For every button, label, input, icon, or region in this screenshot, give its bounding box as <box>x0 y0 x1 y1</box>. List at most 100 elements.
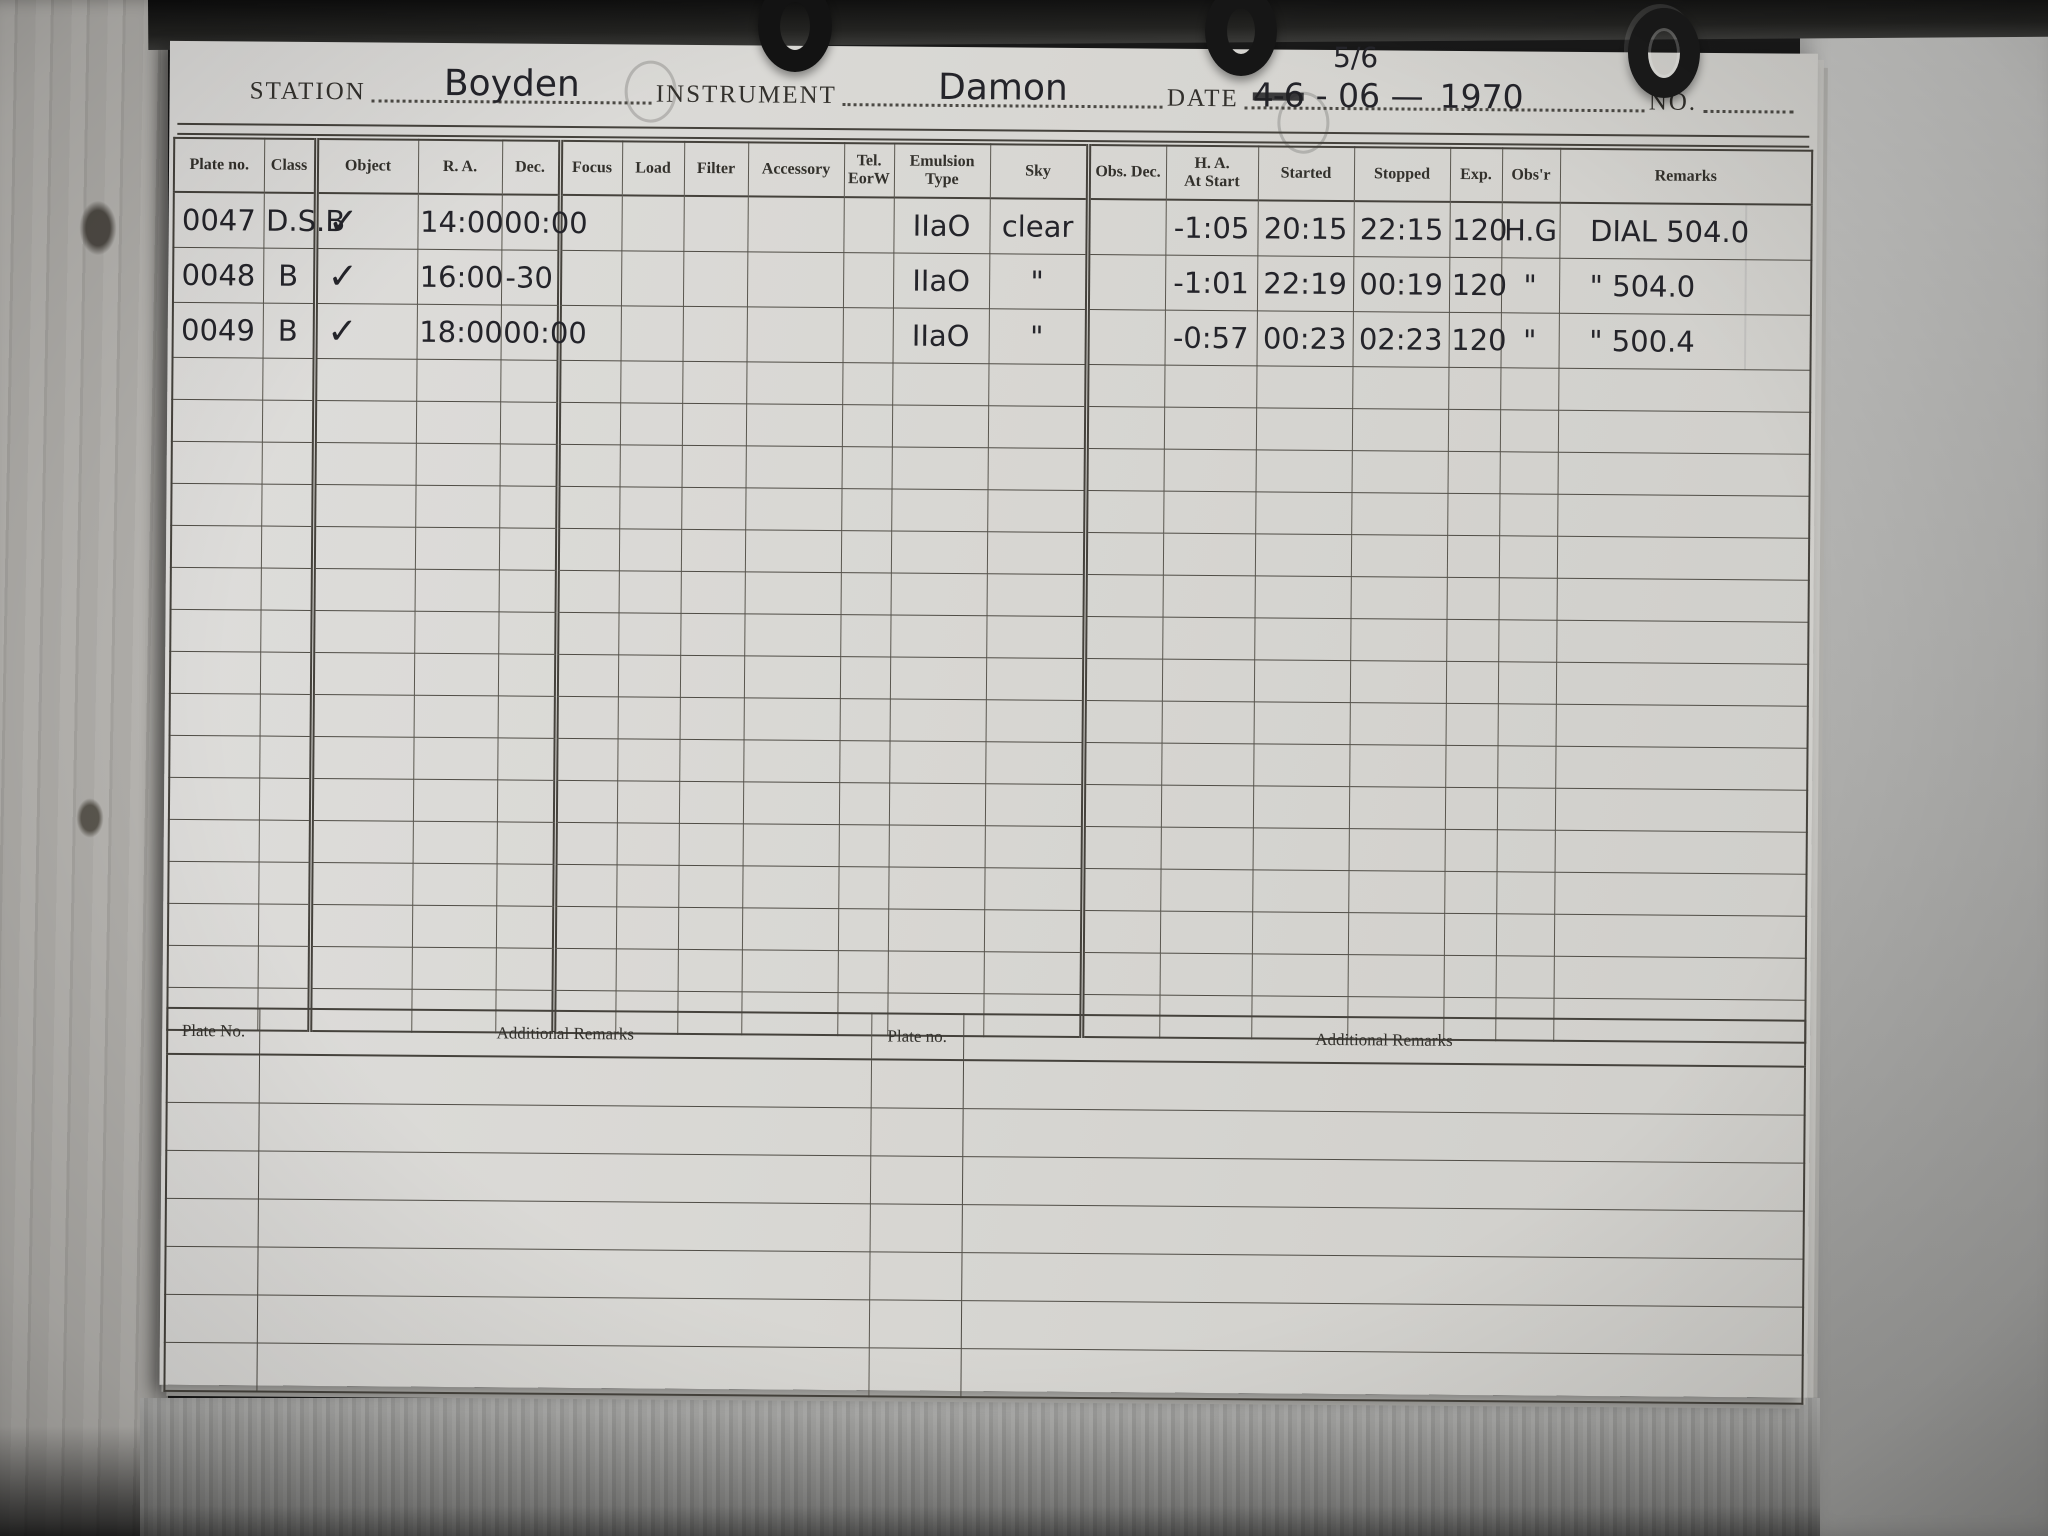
empty-cell <box>412 863 497 906</box>
empty-cell <box>837 908 889 951</box>
date-struck-out: 4-6 <box>1252 75 1304 115</box>
empty-cell <box>415 401 501 444</box>
column-header-started: Started <box>1257 146 1355 202</box>
cell-emulsion: IIaO <box>892 308 989 364</box>
empty-cell <box>682 361 747 404</box>
empty-cell <box>555 738 618 781</box>
empty-cell <box>841 404 893 448</box>
empty-cell <box>261 484 314 527</box>
instrument-line: Damon <box>842 67 1163 109</box>
cell-object: ✓ <box>314 248 418 305</box>
cell-emulsion: IIaO <box>892 253 990 309</box>
empty-cell <box>1255 491 1352 535</box>
empty-cell <box>556 570 619 613</box>
empty-cell <box>618 528 682 572</box>
empty-cell <box>411 905 497 948</box>
empty-cell <box>1445 661 1499 704</box>
empty-cell <box>313 400 417 444</box>
station-line: Boyden <box>371 63 652 105</box>
empty-cell <box>616 780 680 824</box>
cell-obsr: H.G <box>1501 202 1560 259</box>
empty-cell <box>1350 618 1447 662</box>
empty-cell <box>258 778 312 821</box>
date-day-overwrite: 5/6 <box>1332 40 1379 75</box>
empty-cell <box>1084 616 1163 660</box>
cell-class: B <box>262 248 316 304</box>
empty-cell <box>311 652 415 696</box>
empty-cell <box>258 820 311 863</box>
cell-filter <box>682 306 747 362</box>
column-header-load: Load <box>621 141 685 196</box>
empty-cell <box>170 567 261 611</box>
empty-cell <box>1085 406 1165 450</box>
empty-cell <box>618 570 681 614</box>
empty-cell <box>1347 912 1445 956</box>
empty-cell <box>838 824 889 867</box>
empty-cell <box>681 445 746 488</box>
cell-plate: 0049 <box>172 302 263 359</box>
empty-cell <box>496 863 555 907</box>
empty-cell <box>889 656 987 700</box>
empty-cell <box>620 360 683 404</box>
empty-cell <box>556 612 619 655</box>
cell-dec: 00:00 <box>501 194 588 251</box>
empty-cell <box>745 403 843 447</box>
column-header-focus: Focus <box>559 140 623 196</box>
cell-stopped: 22:15 <box>1353 201 1450 258</box>
date-label: DATE <box>1166 84 1239 113</box>
empty-cell <box>1448 367 1501 410</box>
additional-remarks-cell <box>870 1059 964 1109</box>
empty-cell <box>1553 914 1807 959</box>
cell-ra: 14:00 <box>417 193 504 250</box>
empty-cell <box>1498 577 1557 621</box>
empty-cell <box>1553 956 1806 1001</box>
empty-cell <box>1255 407 1353 451</box>
empty-cell <box>170 609 261 653</box>
empty-cell <box>743 697 840 741</box>
empty-cell <box>744 571 841 615</box>
empty-cell <box>262 358 315 401</box>
additional-remarks-cell <box>962 1060 1806 1116</box>
empty-cell <box>887 950 984 994</box>
empty-cell <box>677 907 743 950</box>
empty-cell <box>838 782 890 825</box>
empty-cell <box>415 443 500 486</box>
empty-cell <box>1557 452 1810 497</box>
additional-remarks-cell <box>960 1348 1803 1404</box>
empty-cell <box>1495 913 1555 957</box>
additional-remarks-cell <box>961 1156 1805 1212</box>
empty-cell <box>1445 703 1498 746</box>
empty-cell <box>987 405 1087 449</box>
empty-cell <box>553 948 616 991</box>
empty-cell <box>1443 955 1496 998</box>
empty-cell <box>261 400 315 443</box>
binder-ring-icon <box>758 0 832 72</box>
empty-cell <box>1349 660 1447 704</box>
empty-cell <box>412 779 498 822</box>
cell-obs_dec <box>1087 199 1166 256</box>
cell-started: 22:19 <box>1256 255 1354 312</box>
additional-remarks-cell <box>869 1251 962 1301</box>
additional-remarks-cell <box>258 1103 871 1156</box>
empty-cell <box>892 363 989 406</box>
empty-cell <box>1162 617 1255 660</box>
empty-cell <box>1253 701 1350 745</box>
empty-cell <box>1163 491 1256 534</box>
additional-remarks-cell <box>960 1300 1804 1356</box>
empty-cell <box>841 488 892 532</box>
empty-cell <box>1082 868 1161 912</box>
cell-class: D.S.B <box>263 192 345 249</box>
empty-cell <box>839 698 890 741</box>
empty-cell <box>679 739 744 782</box>
empty-cell <box>1254 533 1352 577</box>
empty-cell <box>169 735 260 779</box>
cell-exp: 120 <box>1448 312 1507 368</box>
additional-remarks-cell <box>962 1108 1805 1164</box>
empty-cell <box>988 363 1087 407</box>
empty-cell <box>887 908 985 952</box>
empty-cell <box>498 527 558 571</box>
empty-cell <box>888 782 986 826</box>
empty-cell <box>677 949 742 992</box>
empty-cell <box>169 651 261 695</box>
empty-cell <box>1446 619 1499 662</box>
